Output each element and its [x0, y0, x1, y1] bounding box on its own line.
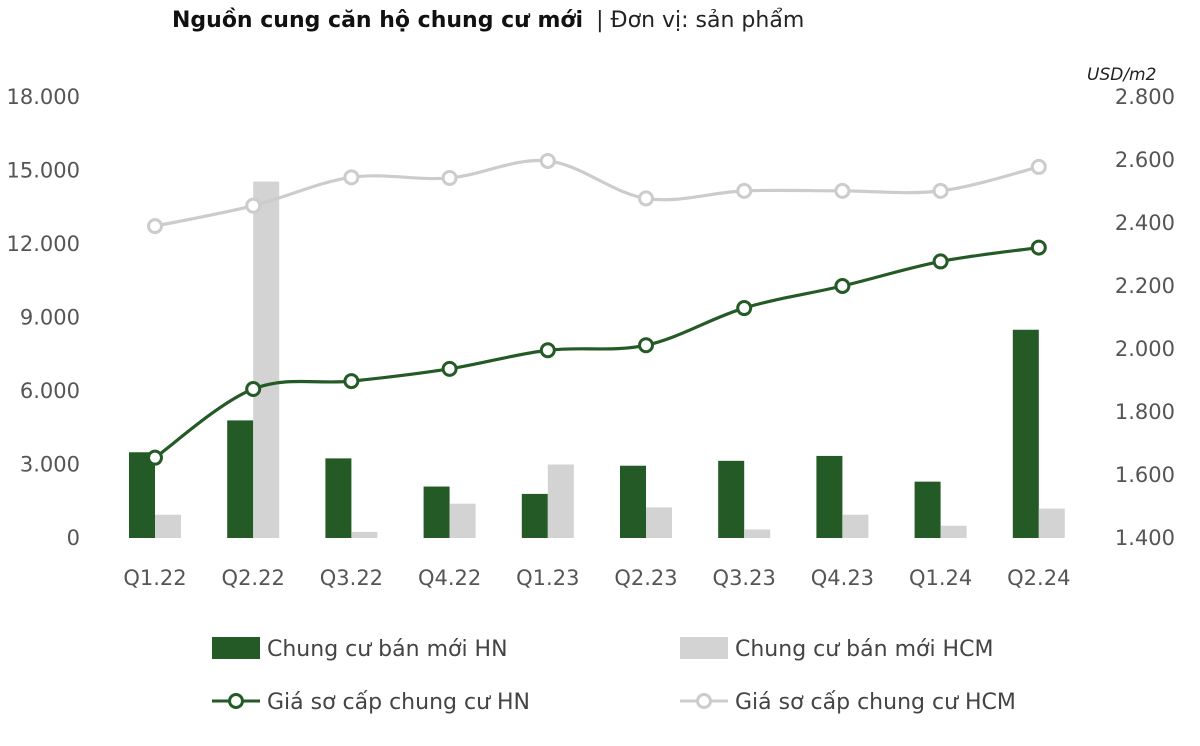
legend-hcm-line-marker	[696, 693, 712, 709]
legend-hn-bar-swatch	[212, 637, 260, 659]
point-hn	[441, 360, 458, 377]
bar-hn	[129, 452, 155, 538]
x-tick-label: Q4.23	[811, 566, 874, 590]
lines	[147, 152, 1047, 466]
point-hcm	[834, 182, 851, 199]
point-hn	[343, 373, 360, 390]
point-hn	[638, 337, 654, 354]
bar-hn	[816, 455, 843, 538]
left-tick-label: 15.000	[7, 159, 80, 183]
x-axis: Q1.22 Q2.22 Q3.22 Q4.22 Q1.23 Q2.23 Q3.23 Q4.23…	[123, 566, 1070, 590]
point-hn	[245, 381, 262, 398]
bar-hn	[521, 493, 548, 538]
point-hcm	[539, 152, 556, 169]
bar-hcm	[744, 529, 771, 538]
point-hn	[932, 253, 949, 270]
right-tick-label: 1.600	[1115, 463, 1175, 487]
legend-hcm-bar-swatch	[680, 637, 728, 659]
bar-hn	[718, 460, 745, 538]
bar-hn	[914, 481, 941, 538]
legend-hn-line-label: Giá sơ cấp chung cư HN	[267, 690, 530, 715]
bar-hn	[1012, 329, 1039, 538]
bar-hcm	[842, 514, 869, 538]
x-tick-label: Q3.22	[320, 566, 383, 590]
right-tick-label: 2.600	[1115, 148, 1175, 172]
left-tick-label: 12.000	[7, 232, 80, 256]
x-tick-label: Q4.22	[418, 566, 481, 590]
bar-hcm	[1038, 508, 1065, 538]
bar-hcm	[646, 507, 672, 538]
right-tick-label: 2.800	[1115, 85, 1175, 109]
line-hn	[154, 245, 1040, 459]
point-hn	[736, 300, 753, 317]
x-tick-label: Q2.23	[614, 566, 677, 590]
point-hcm	[441, 169, 458, 186]
x-tick-label: Q1.24	[909, 566, 972, 590]
legend-hn-bar-label: Chung cư bán mới HN	[267, 637, 508, 662]
x-tick-label: Q1.22	[123, 566, 186, 590]
right-tick-label: 2.000	[1115, 337, 1175, 361]
point-hn	[1030, 239, 1047, 256]
point-hcm	[147, 218, 163, 235]
point-hcm	[736, 182, 753, 199]
bar-hcm	[940, 525, 967, 538]
bar-hn	[325, 458, 352, 538]
x-tick-label: Q2.24	[1007, 566, 1070, 590]
bar-hn	[227, 420, 254, 538]
bar-hn	[620, 465, 646, 538]
point-hcm	[343, 169, 360, 186]
legend-hcm-bar-label: Chung cư bán mới HCM	[735, 637, 993, 662]
point-hn	[834, 278, 851, 294]
right-tick-label: 1.400	[1115, 526, 1175, 550]
line-hcm	[154, 158, 1040, 228]
left-tick-label: 9.000	[20, 306, 80, 330]
point-hcm	[1030, 158, 1047, 175]
legend: Chung cư bán mới HN Chung cư bán mới HCM G…	[212, 637, 1016, 715]
x-tick-label: Q3.23	[713, 566, 776, 590]
x-tick-label: Q1.23	[516, 566, 579, 590]
chart-title: Nguồn cung căn hộ chung cư mới | Đơn vị:…	[172, 8, 804, 33]
point-hn	[147, 449, 163, 466]
point-hcm	[932, 182, 949, 199]
chart-title-main: Nguồn cung căn hộ chung cư mới	[172, 8, 583, 33]
left-tick-label: 3.000	[20, 453, 80, 477]
left-tick-label: 18.000	[7, 85, 80, 109]
bar-hcm	[547, 464, 574, 538]
bar-hcm	[351, 531, 378, 538]
bar-hn	[423, 486, 450, 538]
bar-hcm	[155, 514, 181, 538]
right-tick-label: 1.800	[1115, 400, 1175, 424]
left-tick-label: 6.000	[20, 379, 80, 403]
x-tick-label: Q2.22	[222, 566, 285, 590]
left-axis: 0 3.000 6.000 9.000 12.000 15.000 18.000	[7, 85, 80, 550]
point-hcm	[638, 190, 654, 207]
point-hn	[539, 342, 556, 359]
bars	[129, 181, 1065, 538]
right-tick-label: 2.200	[1115, 274, 1175, 298]
right-axis-unit: USD/m2	[1087, 65, 1156, 85]
right-tick-label: 2.400	[1115, 211, 1175, 235]
legend-hn-line-marker	[228, 693, 244, 709]
bar-hcm	[449, 503, 476, 538]
right-axis: 1.400 1.600 1.800 2.000 2.200 2.400 2.600 2.800	[1115, 85, 1175, 550]
point-hcm	[245, 197, 262, 214]
bar-hcm	[253, 181, 280, 538]
chart-subtitle: | Đơn vị: sản phẩm	[596, 8, 804, 33]
left-tick-label: 0	[67, 526, 80, 550]
legend-hcm-line-label: Giá sơ cấp chung cư HCM	[735, 690, 1016, 715]
